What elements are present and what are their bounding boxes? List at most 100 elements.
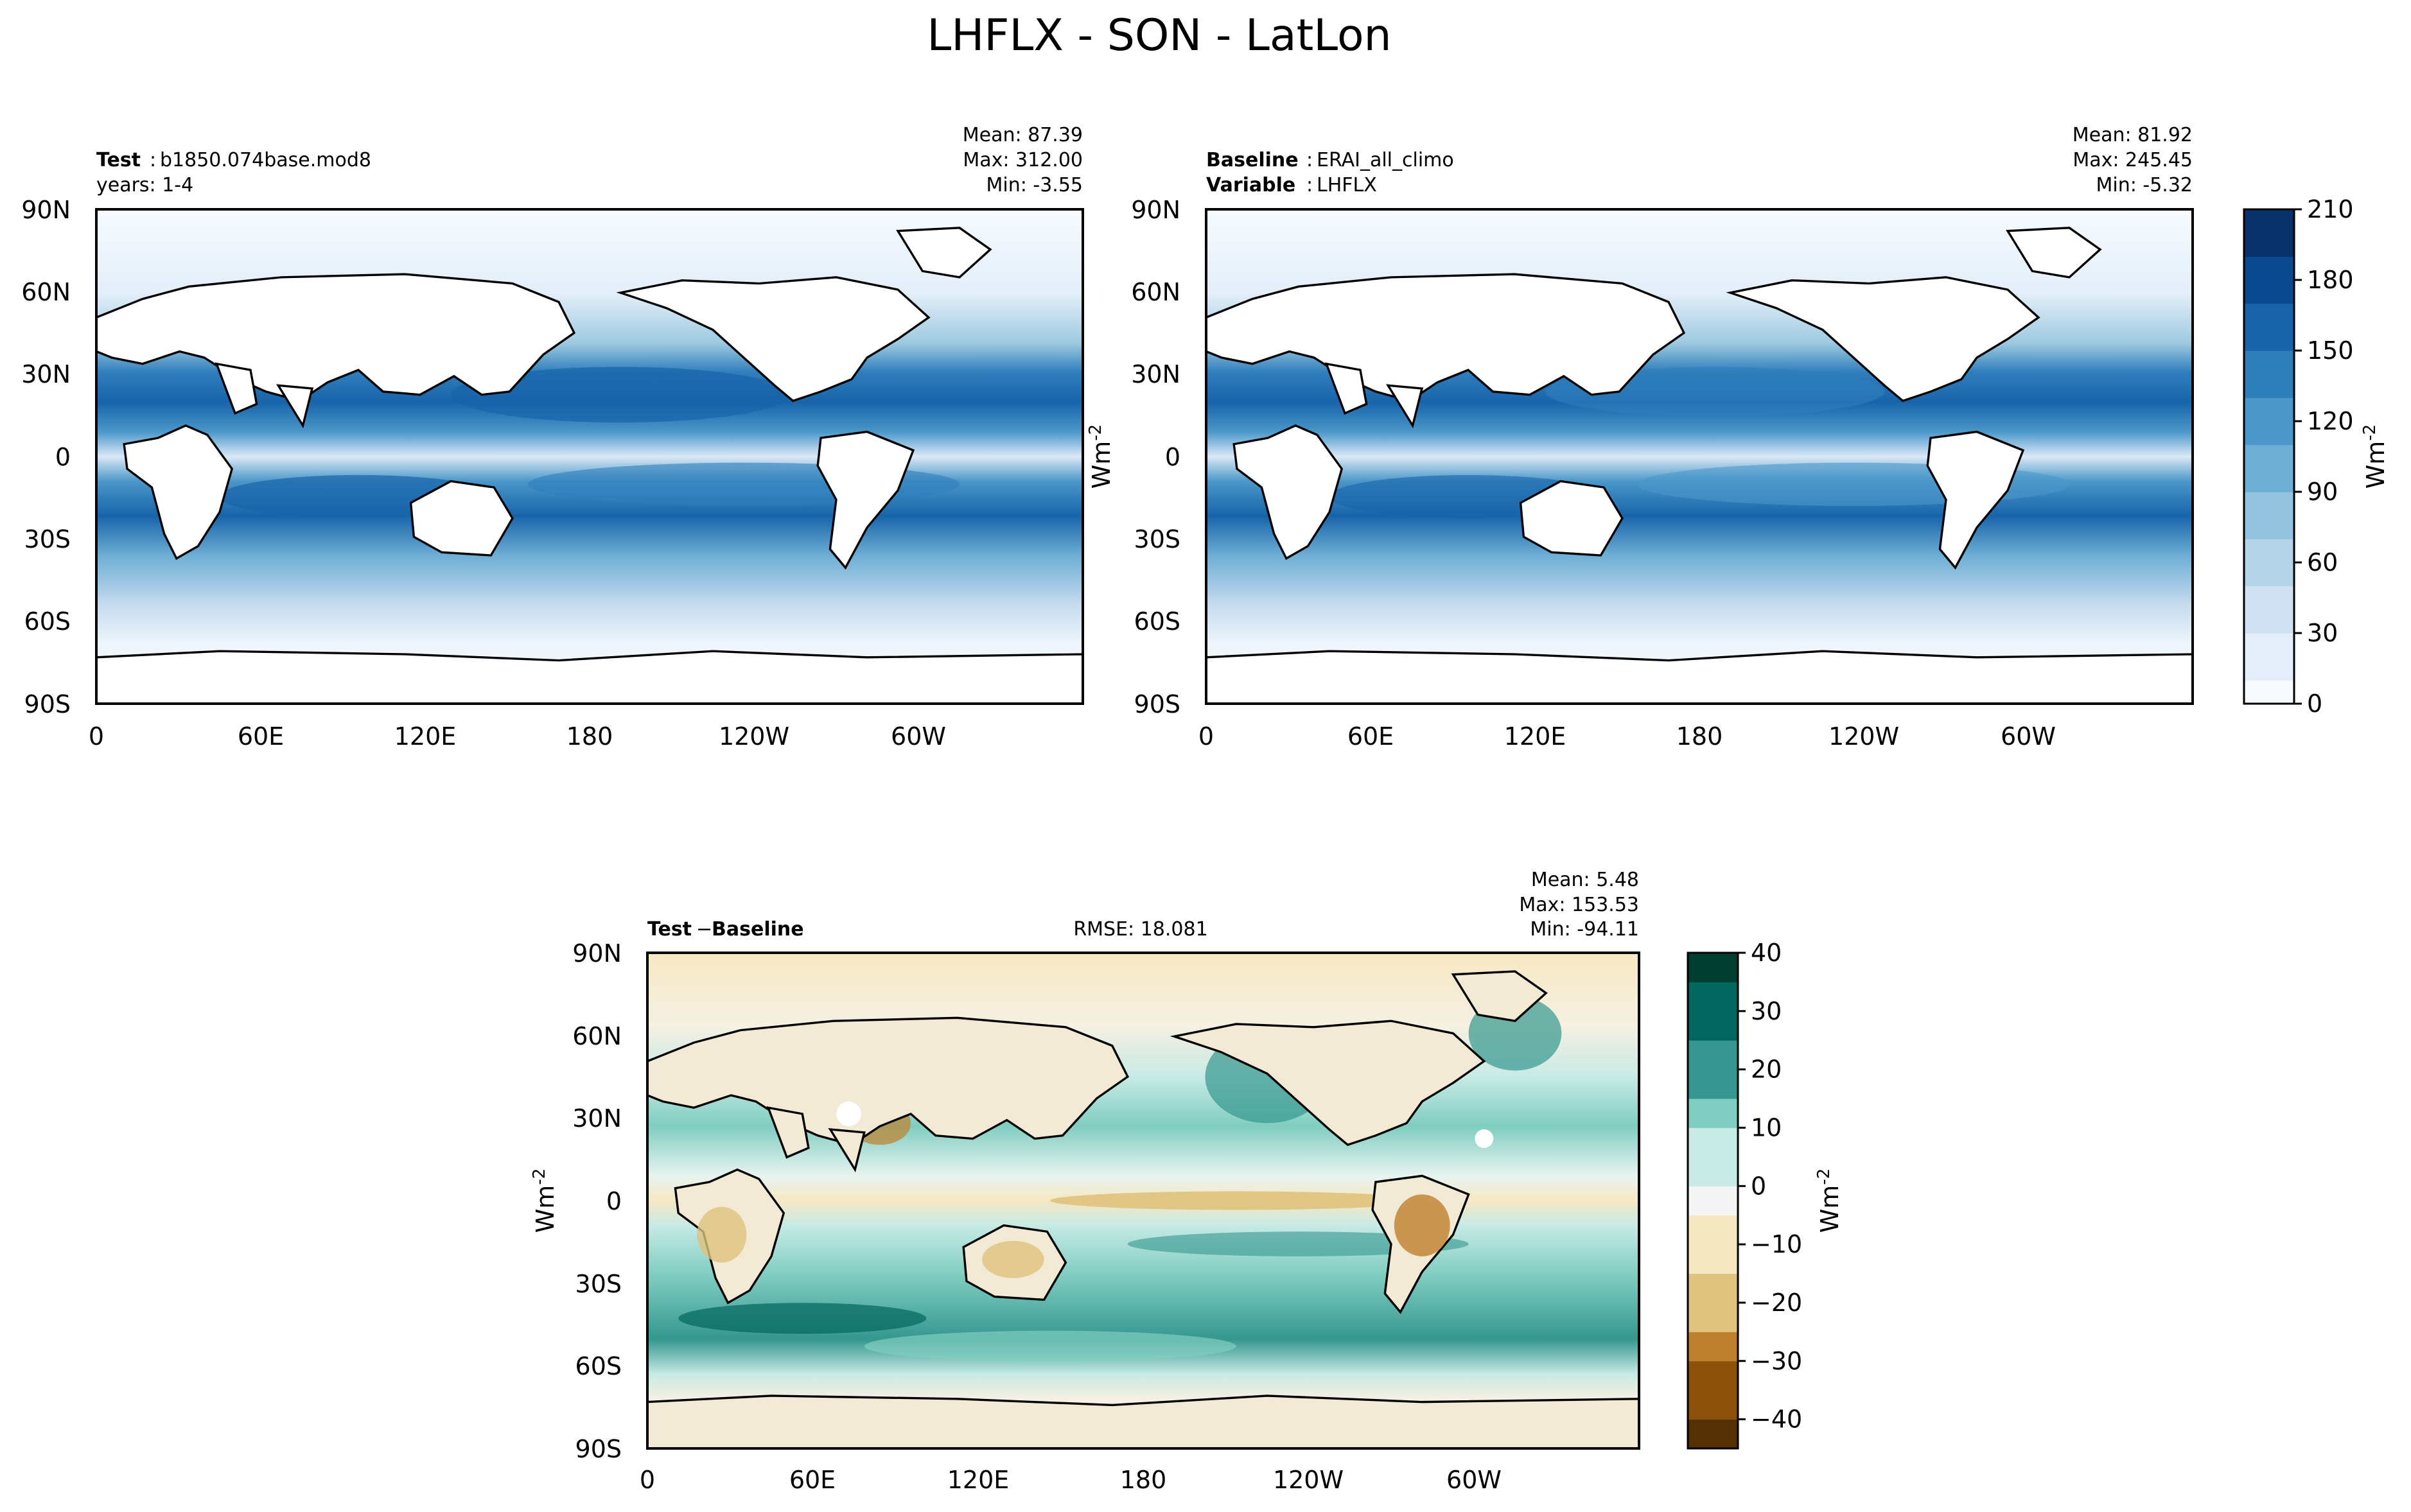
baseline-colorbar: 0 30 60 90 120 150 180 210 Wm-2 [2243, 195, 2390, 718]
svg-text:30S: 30S [24, 525, 71, 553]
svg-text:0: 0 [1198, 722, 1214, 751]
diff-stat-min: Min: -94.11 [1530, 918, 1639, 941]
test-stat-max: Max: 312.00 [963, 149, 1083, 171]
colorbar-cell [2244, 562, 2294, 587]
colorbar-tick-label: −40 [1751, 1405, 1802, 1434]
colorbar-cell [2244, 680, 2294, 704]
test-stat-min: Min: -3.55 [986, 174, 1083, 196]
colorbar-cell [2244, 633, 2294, 657]
svg-text:90S: 90S [1134, 690, 1180, 718]
colorbar-cell [1688, 1360, 1738, 1391]
colorbar-tick-label: 210 [2307, 195, 2354, 223]
colorbar-tick-label: 30 [2307, 619, 2338, 647]
colorbar-cell [1688, 1186, 1738, 1216]
colorbar-cell [1688, 953, 1738, 982]
baseline-y-ticks: 90N 60N 30N 0 30S 60S 90S [1131, 196, 1180, 718]
colorbar-tick-label: 0 [2307, 690, 2322, 718]
svg-text:60S: 60S [1134, 607, 1180, 636]
colorbar-tick-label: −30 [1751, 1347, 1802, 1375]
svg-text:0: 0 [640, 1466, 655, 1494]
diff-title-minus: − [696, 918, 712, 941]
svg-text:60S: 60S [24, 607, 71, 636]
svg-text:90N: 90N [572, 939, 622, 968]
test-y-ticks: 90N 60N 30N 0 30S 60S 90S [21, 196, 71, 718]
svg-text:30S: 30S [1134, 525, 1180, 553]
colorbar-cell [2244, 209, 2294, 234]
svg-text:60E: 60E [1347, 722, 1394, 751]
test-stat-mean: Mean: 87.39 [963, 124, 1083, 146]
svg-text::: : [1306, 174, 1313, 196]
diff-ylabel: Wm-2 [530, 1169, 559, 1233]
test-x-ticks: 0 60E 120E 180 120W 60W [89, 722, 946, 751]
svg-text:60E: 60E [789, 1466, 836, 1494]
colorbar-label: Wm-2 [1814, 1169, 1844, 1233]
diff-stat-max: Max: 153.53 [1519, 894, 1639, 916]
colorbar-tick-label: −10 [1751, 1230, 1802, 1258]
colorbar-tick-label: 0 [1751, 1172, 1766, 1200]
colorbar-tick-label: 10 [1751, 1113, 1782, 1142]
figure-title: LHFLX - SON - LatLon [927, 10, 1391, 61]
colorbar-cell [2244, 444, 2294, 469]
baseline-stat-mean: Mean: 81.92 [2073, 124, 2193, 146]
colorbar-tick-label: 20 [1751, 1056, 1782, 1084]
svg-text:90N: 90N [21, 196, 71, 224]
colorbar-cell [1688, 1040, 1738, 1070]
colorbar-tick-label: −20 [1751, 1289, 1802, 1317]
svg-text::: : [150, 149, 156, 171]
svg-text:180: 180 [1676, 722, 1723, 751]
colorbar-cell [1688, 1244, 1738, 1274]
colorbar-tick-label: 180 [2307, 266, 2354, 294]
svg-text:60N: 60N [1131, 278, 1180, 306]
colorbar-tick-label: 150 [2307, 336, 2354, 365]
panel-difference: Test − Baseline RMSE: 18.081 Mean: 5.48 … [530, 869, 1844, 1494]
colorbar-cell [1688, 982, 1738, 1012]
colorbar-cell [2244, 586, 2294, 610]
colorbar-cell [2244, 232, 2294, 257]
colorbar-label: Wm-2 [2360, 424, 2390, 489]
colorbar-cell [2244, 539, 2294, 563]
colorbar-tick-label: 30 [1751, 997, 1782, 1025]
svg-text:30N: 30N [21, 360, 71, 388]
colorbar-cell [2244, 256, 2294, 281]
svg-text:90N: 90N [1131, 196, 1180, 224]
colorbar-tick-label: 120 [2307, 407, 2354, 435]
test-title-line2: years: 1-4 [96, 174, 193, 196]
baseline-stat-max: Max: 245.45 [2073, 149, 2193, 171]
svg-text:120W: 120W [719, 722, 789, 751]
baseline-ylabel: Wm-2 [1086, 424, 1116, 489]
colorbar-tick-label: 40 [1751, 939, 1782, 967]
svg-text:120W: 120W [1828, 722, 1899, 751]
colorbar-cell [1688, 1011, 1738, 1041]
colorbar-ticks: 40 30 20 10 0 −10 −20 −30 −40 [1738, 939, 1802, 1434]
svg-text:60W: 60W [2001, 722, 2056, 751]
colorbar-cell [1688, 1302, 1738, 1332]
svg-text:30N: 30N [572, 1104, 622, 1133]
colorbar-cell [2244, 492, 2294, 516]
svg-text:180: 180 [566, 722, 613, 751]
svg-text:Wm-2: Wm-2 [1086, 424, 1116, 489]
svg-text:0: 0 [1165, 443, 1180, 471]
baseline-x-ticks: 0 60E 120E 180 120W 60W [1198, 722, 2056, 751]
colorbar-cells [2244, 209, 2294, 704]
colorbar-cell [2244, 609, 2294, 634]
panel-test: Test : b1850.074base.mod8 years: 1-4 Mea… [21, 124, 1084, 751]
colorbar-cell [2244, 468, 2294, 492]
baseline-stat-min: Min: -5.32 [2096, 174, 2193, 196]
svg-text:90S: 90S [575, 1435, 622, 1463]
test-map [96, 209, 1083, 704]
colorbar-cell [1688, 1332, 1738, 1362]
svg-text:120E: 120E [1504, 722, 1566, 751]
colorbar-cell [1688, 1127, 1738, 1158]
colorbar-ticks: 0 30 60 90 120 150 180 210 [2294, 195, 2354, 718]
svg-text:60S: 60S [575, 1352, 622, 1380]
test-title-label: Test [96, 149, 141, 171]
svg-text:120E: 120E [394, 722, 457, 751]
svg-text:60W: 60W [1446, 1466, 1502, 1494]
colorbar-cell [2244, 397, 2294, 422]
baseline-map [1206, 209, 2193, 704]
difference-map [647, 953, 1639, 1448]
svg-text:120E: 120E [947, 1466, 1010, 1494]
panel-baseline: Baseline : ERAI_all_climo Variable : LHF… [1086, 124, 2390, 751]
baseline-variable-value: LHFLX [1317, 174, 1377, 196]
